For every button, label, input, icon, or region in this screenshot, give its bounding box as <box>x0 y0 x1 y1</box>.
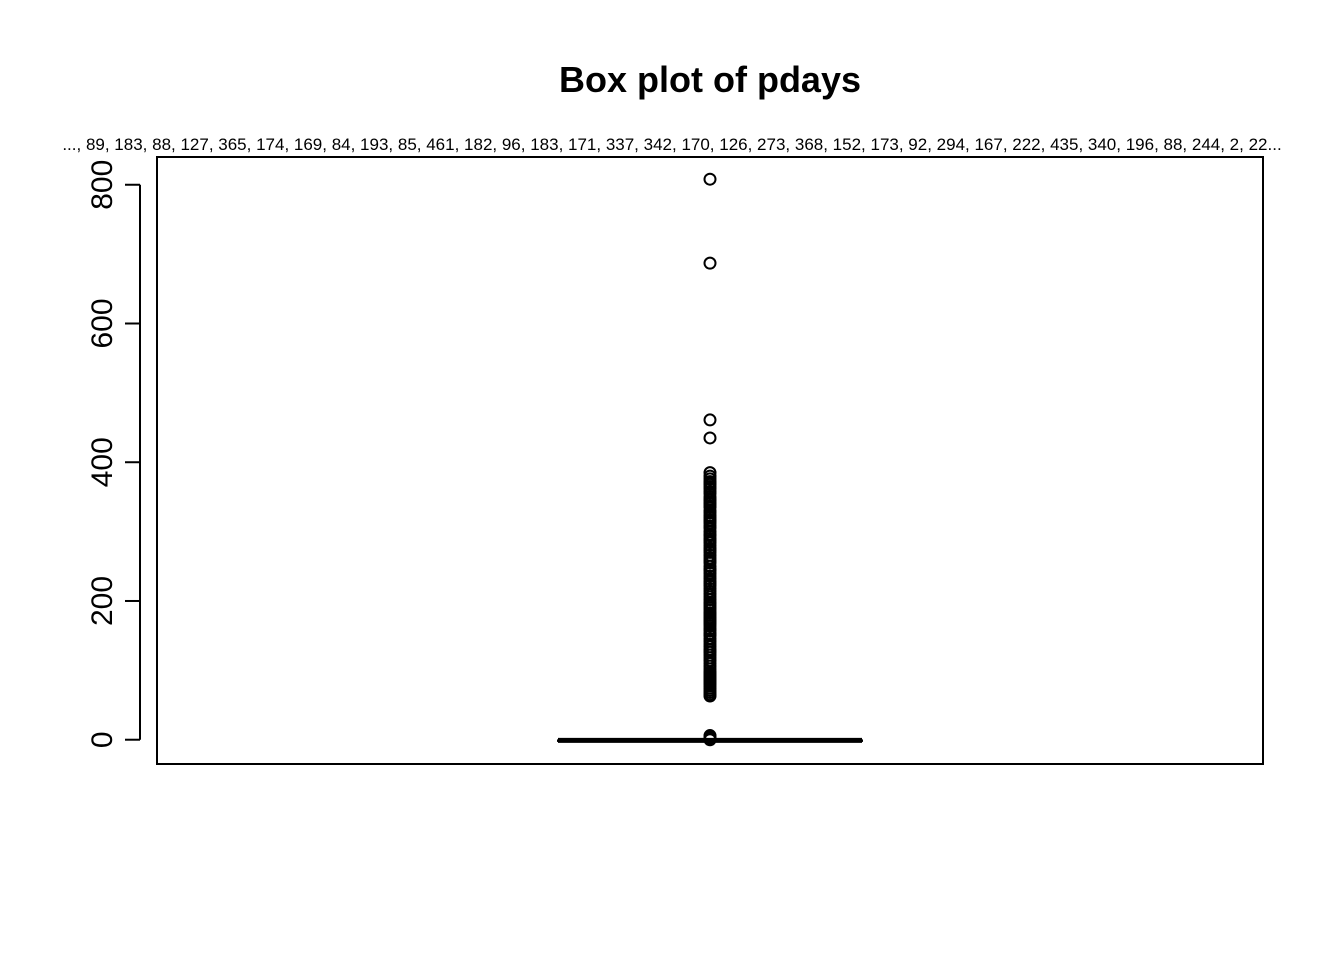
y-tick-label: 200 <box>86 576 119 626</box>
y-tick-label: 600 <box>86 298 119 348</box>
y-tick-label: 800 <box>86 160 119 210</box>
y-tick-label: 0 <box>86 731 119 748</box>
plot-frame <box>156 156 1264 765</box>
outlier-point <box>703 256 717 270</box>
outlier-point <box>703 689 717 703</box>
outlier-point <box>703 431 717 445</box>
y-tick-label: 400 <box>86 437 119 487</box>
chart-subtitle: ..., 89, 183, 88, 127, 365, 174, 169, 84… <box>62 135 1281 154</box>
outlier-point <box>703 733 717 747</box>
outlier-point <box>703 413 717 427</box>
outliers <box>703 172 717 747</box>
y-axis: 0 200 400 600 800 <box>86 160 141 748</box>
chart-title: Box plot of pdays <box>559 59 861 100</box>
outlier-point <box>703 172 717 186</box>
